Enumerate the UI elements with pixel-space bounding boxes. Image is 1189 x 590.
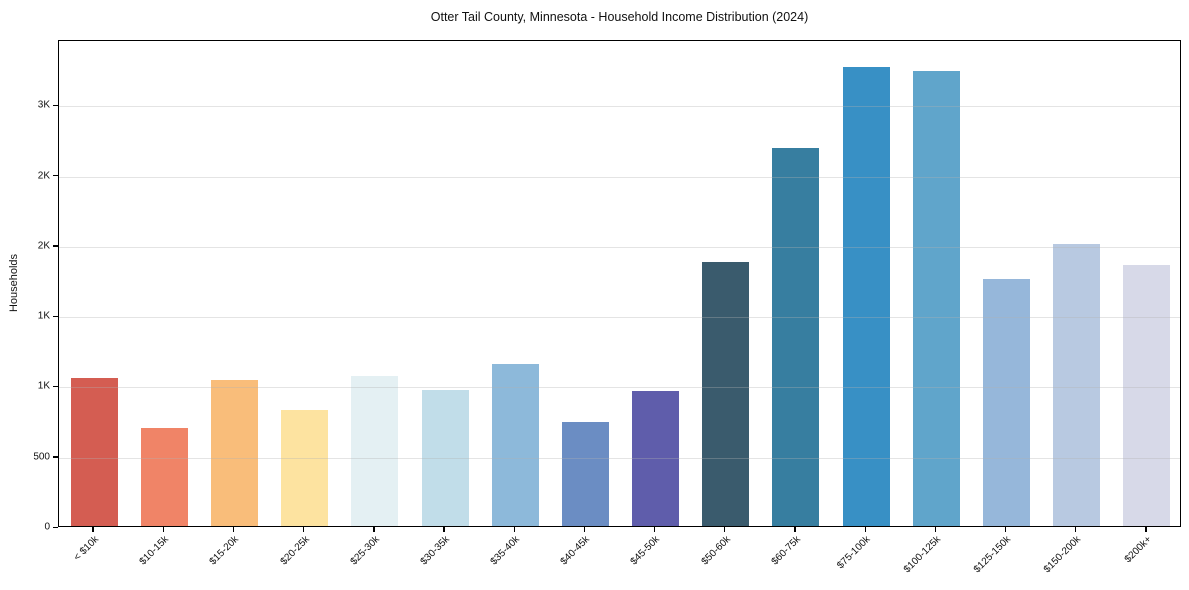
x-tick-mark	[162, 527, 164, 532]
gridline-1500	[59, 317, 1180, 319]
bar-100-125k	[912, 71, 960, 526]
x-tick-mark	[443, 527, 445, 532]
x-tick-mark	[794, 527, 796, 532]
bar-150-200k	[1053, 244, 1101, 526]
x-tick-mark	[724, 527, 726, 532]
x-tick-label: $60-75k	[769, 534, 803, 568]
x-tick-mark	[232, 527, 235, 532]
chart-title: Otter Tail County, Minnesota - Household…	[430, 10, 809, 24]
bar-10-15k	[140, 427, 188, 526]
x-tick-mark	[513, 527, 515, 532]
x-tick-mark	[303, 527, 305, 532]
y-tick-mark	[53, 526, 58, 528]
x-tick-mark	[653, 527, 656, 532]
bar-200k	[1123, 265, 1171, 526]
y-tick-mark	[53, 456, 58, 458]
bar-25-30k	[351, 376, 399, 526]
x-tick-label: $100-125k	[901, 534, 944, 576]
bar-125-150k	[983, 278, 1031, 526]
x-tick-label: $25-30k	[348, 534, 382, 568]
bar-15-20k	[210, 379, 258, 526]
y-tick-mark	[53, 385, 58, 388]
bar-60-75k	[772, 147, 820, 526]
x-tick-mark	[864, 527, 866, 532]
x-tick-label: $200k+	[1122, 534, 1154, 566]
bar-45-50k	[632, 391, 680, 526]
x-tick-label: < $10k	[71, 534, 101, 564]
x-tick-mark	[92, 527, 94, 532]
y-tick-mark	[53, 175, 58, 177]
bar-75-100k	[842, 67, 890, 526]
y-tick-mark	[53, 104, 58, 107]
x-tick-label: $10-15k	[137, 534, 172, 568]
x-tick-label: $30-35k	[418, 534, 452, 568]
y-tick-label: 2K	[37, 170, 50, 182]
y-tick-label: 2K	[37, 240, 50, 252]
x-tick-label: $50-60k	[699, 534, 733, 568]
gridline-1000	[59, 387, 1180, 389]
x-tick-label: $75-100k	[835, 534, 873, 572]
x-tick-label: $35-40k	[488, 534, 522, 568]
gridline-500	[59, 457, 1180, 459]
x-tick-label: $20-25k	[278, 534, 312, 568]
plot-area	[58, 40, 1181, 527]
x-tick-label: $125-150k	[972, 534, 1014, 576]
x-tick-mark	[1075, 527, 1077, 532]
y-tick-label: 1K	[37, 380, 50, 392]
y-tick-label: 0	[44, 521, 50, 533]
bar-50-60k	[702, 261, 750, 526]
x-tick-mark	[583, 527, 586, 532]
y-tick-label: 3K	[37, 99, 50, 111]
x-tick-label: $150-200k	[1042, 534, 1084, 576]
gridline-2000	[59, 246, 1180, 248]
bar-10k	[70, 378, 118, 526]
x-tick-mark	[1145, 527, 1147, 532]
y-tick-label: 500	[33, 451, 50, 463]
bar-20-25k	[281, 410, 329, 526]
y-axis-label: Households	[8, 253, 20, 313]
y-tick-label: 1K	[37, 310, 50, 322]
grid-layer	[59, 41, 1180, 526]
x-tick-label: $40-45k	[558, 534, 593, 568]
bars-layer	[59, 41, 1180, 526]
y-tick-mark	[53, 315, 58, 317]
x-tick-mark	[1004, 527, 1007, 532]
bar-40-45k	[561, 422, 609, 526]
x-tick-mark	[373, 527, 375, 532]
x-tick-label: $45-50k	[629, 534, 663, 568]
y-tick-mark	[53, 245, 58, 247]
bar-30-35k	[421, 389, 469, 526]
x-tick-label: $15-20k	[207, 534, 242, 568]
gridline-3000	[59, 106, 1180, 108]
bar-35-40k	[491, 363, 539, 526]
x-tick-mark	[934, 527, 937, 532]
gridline-2500	[59, 176, 1180, 178]
